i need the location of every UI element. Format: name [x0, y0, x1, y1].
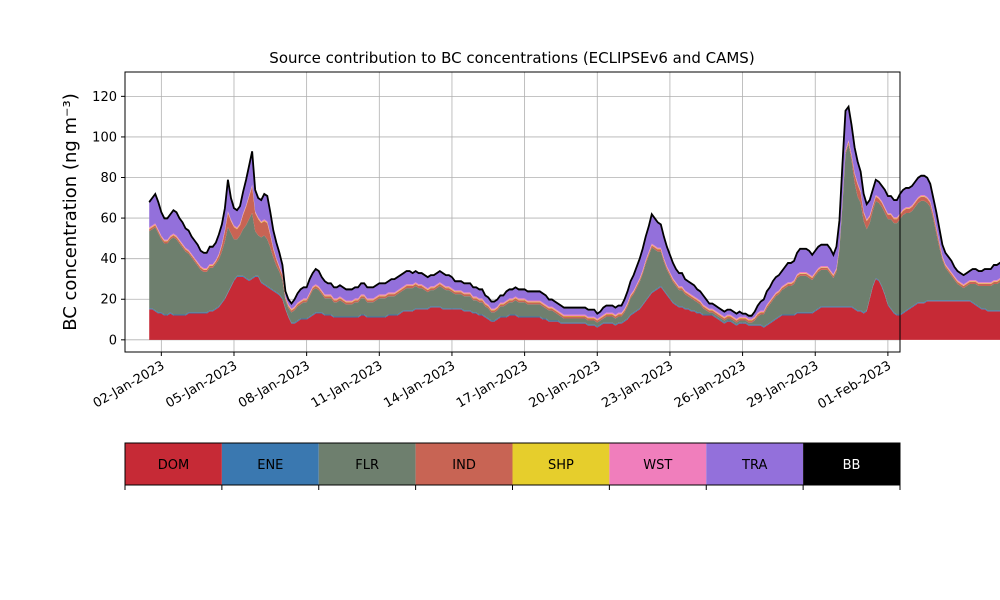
x-tick-label: 20-Jan-2023	[527, 358, 604, 411]
x-tick-label: 26-Jan-2023	[672, 358, 749, 411]
area-dom	[149, 276, 1000, 340]
legend-frame	[124, 442, 901, 486]
area-ene	[149, 275, 1000, 328]
legend-swatch-dom	[125, 443, 222, 485]
legend-swatch-bb	[803, 443, 900, 485]
x-tick-label: 01-Feb-2023	[815, 358, 894, 412]
legend-swatch-ene	[221, 443, 319, 485]
y-tick-label: 40	[100, 252, 117, 267]
x-tick-label: 23-Jan-2023	[599, 358, 676, 411]
total-line-group	[148, 104, 1000, 317]
legend-label-ind: IND	[452, 458, 476, 473]
plot-frame	[124, 71, 901, 353]
chart-title: Source contribution to BC concentrations…	[269, 49, 754, 67]
y-tick-label: 100	[92, 130, 117, 145]
y-tick-label: 120	[92, 90, 117, 105]
legend-label-ene: ENE	[257, 458, 283, 473]
legend-label-wst: WST	[643, 458, 672, 473]
y-tick-label: 0	[109, 333, 117, 348]
legend-label-flr: FLR	[355, 458, 379, 473]
legend-swatch-tra	[706, 443, 804, 485]
x-tick-label: 08-Jan-2023	[236, 358, 313, 411]
x-axis-ticks: 02-Jan-202305-Jan-202308-Jan-202311-Jan-…	[91, 352, 894, 412]
total-line	[148, 104, 1000, 317]
x-tick-label: 17-Jan-2023	[454, 358, 531, 411]
area-tra	[149, 107, 1000, 319]
legend-label-tra: TRA	[741, 458, 767, 473]
x-tick-label: 11-Jan-2023	[309, 358, 386, 411]
legend-swatch-flr	[318, 443, 416, 485]
legend-label-shp: SHP	[548, 458, 574, 473]
x-tick-label: 14-Jan-2023	[381, 358, 458, 411]
legend-swatch-shp	[512, 443, 610, 485]
y-axis-label: BC concentration (ng m⁻³)	[60, 93, 81, 331]
x-tick-label: 05-Jan-2023	[163, 358, 240, 411]
legend-swatch-ind	[415, 443, 513, 485]
y-tick-label: 20	[100, 293, 117, 308]
legend-label-bb: BB	[843, 458, 861, 473]
legend-swatch-wst	[609, 443, 707, 485]
series-areas	[149, 106, 1000, 340]
legend-label-dom: DOM	[158, 458, 189, 473]
y-tick-label: 80	[100, 171, 117, 186]
y-axis-ticks: 0 20 40 60 80 100 120	[92, 90, 125, 348]
x-tick-label: 02-Jan-2023	[91, 358, 168, 411]
legend-colorbar: DOM ENE FLR IND SHP WST TRA BB	[124, 442, 901, 490]
x-tick-label: 29-Jan-2023	[745, 358, 822, 411]
y-tick-label: 60	[100, 212, 117, 227]
